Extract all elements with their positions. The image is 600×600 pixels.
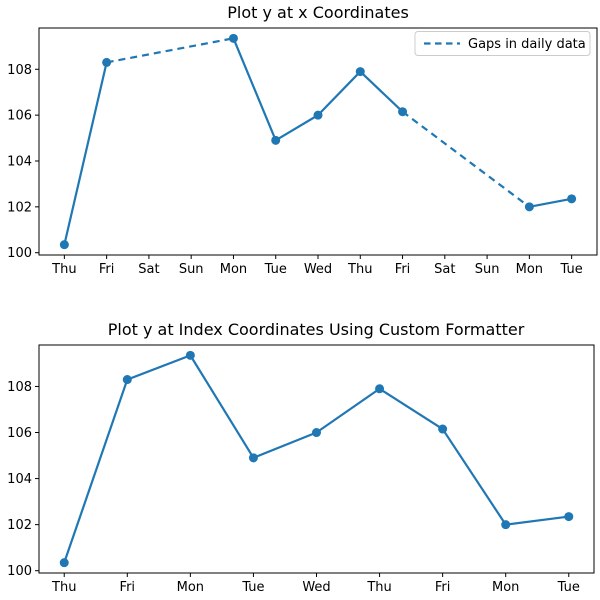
y-tick-label: 100 (7, 246, 32, 261)
x-tick-label: Tue (557, 580, 580, 595)
y-tick-label: 108 (7, 380, 32, 395)
y-tick-label: 100 (7, 564, 32, 579)
x-tick-label: Wed (302, 580, 330, 595)
top-chart-title: Plot y at x Coordinates (227, 3, 409, 22)
x-tick-label: Wed (304, 262, 332, 277)
line-segment (378, 387, 444, 430)
x-tick-label: Mon (177, 580, 204, 595)
y-tick-label: 106 (7, 109, 32, 124)
line-segment (126, 354, 191, 381)
x-tick-label: Thu (366, 580, 391, 595)
y-tick-label: 102 (7, 518, 32, 533)
data-point-marker (355, 67, 365, 77)
data-point-marker (312, 428, 321, 438)
x-tick-label: Tue (241, 580, 264, 595)
line-segment (315, 387, 381, 434)
line-segment (505, 515, 569, 526)
x-tick-label: Fri (99, 262, 115, 277)
data-point-marker (271, 135, 281, 145)
y-tick-label: 104 (7, 472, 32, 487)
data-point-marker (228, 33, 238, 43)
legend-label: Gaps in daily data (468, 37, 586, 52)
axes-frame (38, 27, 598, 256)
axes-frame (38, 344, 595, 574)
data-point-marker (313, 110, 323, 120)
line-segment (317, 70, 362, 116)
data-point-marker (375, 384, 385, 394)
x-tick-label: Fri (435, 580, 451, 595)
bottom-chart: Thu Fri Mon Tue Wed Thu Fri Mon Tue 100 102 104 106 1… (7, 344, 595, 595)
x-tick-label: Mon (492, 580, 519, 595)
gap-line-segment (106, 37, 234, 64)
x-tick-label: Thu (51, 580, 76, 595)
line-segment (63, 379, 129, 563)
data-point-marker (102, 57, 112, 67)
legend-box (414, 31, 591, 56)
data-point-marker (501, 520, 511, 530)
y-tick-label: 104 (7, 154, 32, 169)
x-tick-label: Thu (347, 262, 372, 277)
x-tick-label: Mon (516, 262, 543, 277)
line-segment (529, 197, 572, 208)
legend: Gaps in daily data (414, 31, 591, 56)
data-point-marker (122, 375, 132, 385)
data-point-marker (185, 350, 195, 360)
data-point-marker (59, 240, 69, 250)
line-segment (275, 114, 319, 142)
top-chart: Thu Fri Sat Sun Mon Tue Wed Thu Fri Sat Sun Mon Tue 1… (7, 27, 598, 277)
data-point-marker (59, 558, 69, 568)
x-tick-label: Tue (264, 262, 287, 277)
x-tick-label: Sun (475, 262, 500, 277)
gap-line-segment (401, 110, 531, 208)
line-segment (63, 62, 108, 245)
line-segment (232, 37, 277, 141)
bottom-chart-title: Plot y at Index Coordinates Using Custom… (107, 320, 525, 339)
line-segment (189, 354, 255, 459)
x-tick-label: Sun (179, 262, 204, 277)
y-tick-label: 108 (7, 63, 32, 78)
x-tick-label: Fri (120, 580, 136, 595)
x-tick-label: Thu (51, 262, 76, 277)
data-point-marker (524, 202, 534, 212)
x-tick-label: Tue (560, 262, 583, 277)
line-segment (253, 431, 317, 459)
data-point-marker (438, 424, 448, 434)
data-point-marker (398, 107, 408, 117)
y-tick-label: 106 (7, 426, 32, 441)
x-tick-label: Sat (434, 262, 455, 277)
line-segment (359, 70, 404, 113)
data-point-marker (564, 512, 574, 522)
line-segment (441, 428, 507, 526)
data-point-marker (248, 453, 258, 463)
data-point-marker (567, 194, 577, 204)
y-tick-label: 102 (7, 200, 32, 215)
x-tick-label: Sat (138, 262, 159, 277)
x-tick-label: Fri (395, 262, 411, 277)
x-tick-label: Mon (220, 262, 247, 277)
